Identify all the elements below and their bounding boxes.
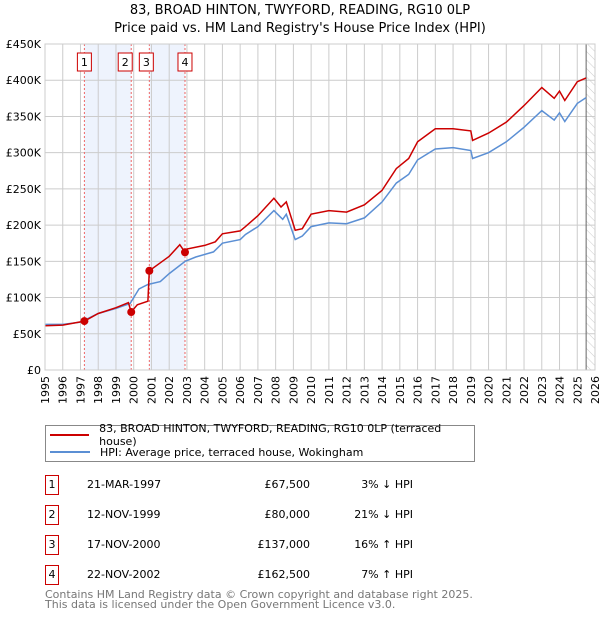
sale-price: £162,500 <box>257 568 311 581</box>
sale-label: 1 <box>81 56 88 69</box>
sale-label: 4 <box>181 56 188 69</box>
price-chart: 1995 1996 1997 1998 1999 2000 2001 2002 2003 2004… <box>6 38 600 404</box>
x-tick-label: 2007 <box>252 376 265 404</box>
x-tick-label: 2017 <box>429 376 442 404</box>
legend: 83, BROAD HINTON, TWYFORD, READING, RG10… <box>45 422 475 462</box>
legend-item-property: 83, BROAD HINTON, TWYFORD, READING, RG10… <box>50 422 474 448</box>
x-tick-label: 2012 <box>341 376 354 404</box>
sale-hpi-diff: 16% ↑ HPI <box>354 538 413 551</box>
sale-date: 22-NOV-2002 <box>87 568 161 581</box>
x-tick-label: 2018 <box>447 376 460 404</box>
legend-swatch-property <box>50 434 90 436</box>
x-tick-label: 2008 <box>270 376 283 404</box>
footer-licence: This data is licensed under the Open Gov… <box>45 598 396 611</box>
sale-label: 2 <box>122 56 129 69</box>
x-tick-label: 1995 <box>39 376 52 404</box>
x-tick-label: 2020 <box>483 376 496 404</box>
sale-date: 17-NOV-2000 <box>87 538 161 551</box>
sale-number: 1 <box>45 475 59 495</box>
y-tick-label: £200K <box>6 219 42 232</box>
sale-hpi-diff: 21% ↓ HPI <box>354 508 413 521</box>
sale-number: 4 <box>45 565 59 585</box>
y-tick-label: £150K <box>6 255 42 268</box>
x-tick-label: 2006 <box>234 376 247 404</box>
sale-number: 2 <box>45 505 59 525</box>
y-tick-label: £400K <box>6 74 42 87</box>
x-tick-label: 2002 <box>163 376 176 404</box>
x-tick-label: 2003 <box>181 376 194 404</box>
y-tick-label: £50K <box>13 328 42 341</box>
x-tick-label: 2010 <box>305 376 318 404</box>
sale-row: 2 12-NOV-1999 £80,000 21% ↓ HPI <box>45 505 465 525</box>
x-tick-label: 2024 <box>554 376 567 404</box>
x-tick-label: 2022 <box>518 376 531 404</box>
sale-hpi-diff: 3% ↓ HPI <box>361 478 413 491</box>
sale-label-box <box>117 52 133 72</box>
x-tick-label: 2009 <box>287 376 300 404</box>
sale-point <box>80 317 89 326</box>
x-tick-label: 1998 <box>92 376 105 404</box>
sale-row: 3 17-NOV-2000 £137,000 16% ↑ HPI <box>45 535 465 555</box>
plot-frame <box>44 43 596 371</box>
sale-price: £80,000 <box>264 508 311 521</box>
sale-price: £137,000 <box>257 538 311 551</box>
x-tick-label: 1997 <box>74 376 87 404</box>
x-tick-label: 2013 <box>358 376 371 404</box>
footer-copyright: Contains HM Land Registry data © Crown c… <box>45 588 473 601</box>
forecast-hatch <box>586 44 595 370</box>
x-tick-label: 2019 <box>465 376 478 404</box>
y-tick-label: £100K <box>6 292 42 305</box>
y-tick-label: £0 <box>27 364 41 377</box>
legend-label-hpi: HPI: Average price, terraced house, Woki… <box>100 445 364 459</box>
property-price-line <box>44 77 587 327</box>
y-tick-label: £300K <box>6 147 42 160</box>
x-tick-label: 2014 <box>376 376 389 404</box>
x-tick-label: 1999 <box>110 376 123 404</box>
sale-point <box>145 266 154 275</box>
y-tick-label: £250K <box>6 183 42 196</box>
x-tick-label: 2011 <box>323 376 336 404</box>
x-tick-label: 2015 <box>394 376 407 404</box>
x-tick-label: 2026 <box>589 376 600 404</box>
hpi-line <box>45 96 587 326</box>
chart-subtitle: Price paid vs. HM Land Registry's House … <box>114 21 486 36</box>
x-tick-label: 2016 <box>412 376 425 404</box>
chart-title: 83, BROAD HINTON, TWYFORD, READING, RG10… <box>129 3 471 18</box>
sale-row: 1 21-MAR-1997 £67,500 3% ↓ HPI <box>45 475 465 495</box>
sale-row: 4 22-NOV-2002 £162,500 7% ↑ HPI <box>45 565 465 585</box>
x-tick-label: 2023 <box>536 376 549 404</box>
x-tick-label: 2000 <box>128 376 141 404</box>
x-tick-label: 2004 <box>199 376 212 404</box>
y-tick-label: £350K <box>6 110 42 123</box>
sale-point <box>180 248 189 257</box>
sale-label-box <box>76 52 92 72</box>
x-tick-label: 2005 <box>216 376 229 404</box>
sale-label-box <box>138 52 154 72</box>
legend-swatch-hpi <box>50 451 90 453</box>
legend-item-hpi: HPI: Average price, terraced house, Woki… <box>50 444 363 460</box>
sale-label: 3 <box>143 56 150 69</box>
sale-number: 3 <box>45 535 59 555</box>
x-tick-label: 2001 <box>145 376 158 404</box>
sale-hpi-diff: 7% ↑ HPI <box>361 568 413 581</box>
x-tick-label: 2025 <box>571 376 584 404</box>
x-tick-label: 1996 <box>57 376 70 404</box>
shaded-period <box>84 44 132 370</box>
shaded-period <box>149 44 185 370</box>
sale-label-box <box>177 52 193 72</box>
sale-date: 12-NOV-1999 <box>87 508 161 521</box>
x-tick-label: 2021 <box>500 376 513 404</box>
sale-date: 21-MAR-1997 <box>87 478 162 491</box>
footer: Contains HM Land Registry data © Crown c… <box>45 588 473 611</box>
legend-label-property: 83, BROAD HINTON, TWYFORD, READING, RG10… <box>99 422 442 448</box>
sale-point <box>127 308 136 317</box>
sale-price: £67,500 <box>264 478 311 491</box>
y-tick-label: £450K <box>6 38 42 51</box>
